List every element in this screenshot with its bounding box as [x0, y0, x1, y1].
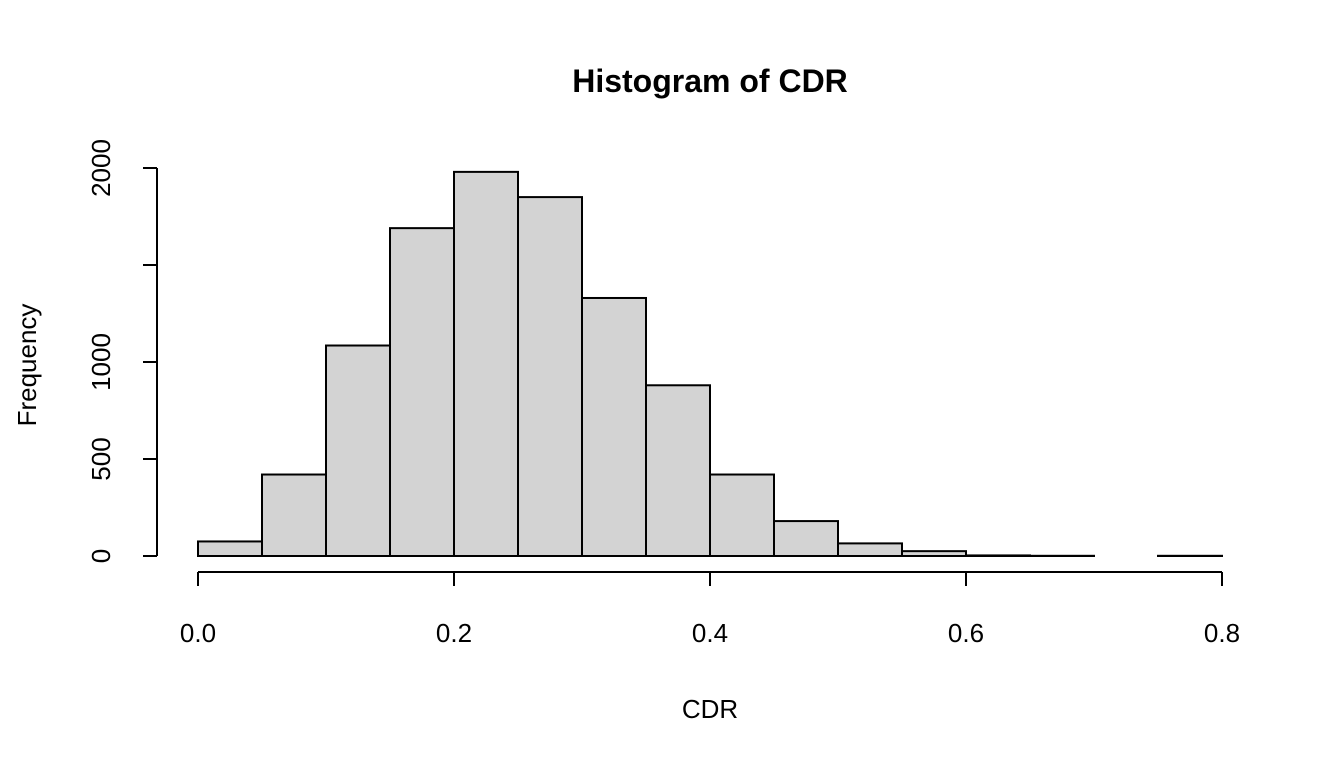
y-axis-label: Frequency	[12, 304, 42, 427]
x-tick-label: 0.2	[436, 618, 472, 648]
x-axis-label: CDR	[682, 694, 738, 724]
bars-group	[197, 170, 1223, 558]
x-tick-label: 0.6	[948, 618, 984, 648]
y-tick-label: 0	[86, 549, 116, 563]
y-tick-label: 500	[86, 437, 116, 480]
histogram-bar-5	[517, 196, 583, 557]
histogram-bar-4	[453, 170, 519, 557]
histogram-bar-0	[197, 540, 263, 558]
histogram-bar-6	[581, 296, 647, 557]
y-axis: 0 500 1000 2000	[86, 139, 158, 563]
histogram-bar-10	[837, 542, 903, 558]
histogram-bar-9	[773, 520, 839, 558]
histogram-bar-3	[389, 227, 455, 557]
x-tick-label: 0.8	[1204, 618, 1240, 648]
x-tick-label: 0.0	[180, 618, 216, 648]
x-tick-label: 0.4	[692, 618, 728, 648]
histogram-bar-7	[645, 384, 711, 557]
x-axis: 0.0 0.2 0.4 0.6 0.8	[180, 571, 1240, 648]
histogram-bar-1	[261, 473, 327, 557]
y-tick-label: 2000	[86, 139, 116, 197]
histogram-bar-8	[709, 473, 775, 557]
histogram-bar-2	[325, 344, 391, 558]
chart-title: Histogram of CDR	[572, 63, 848, 99]
histogram-bar-11	[901, 550, 967, 558]
y-tick-label: 1000	[86, 333, 116, 391]
histogram-bar-12	[965, 554, 1031, 558]
